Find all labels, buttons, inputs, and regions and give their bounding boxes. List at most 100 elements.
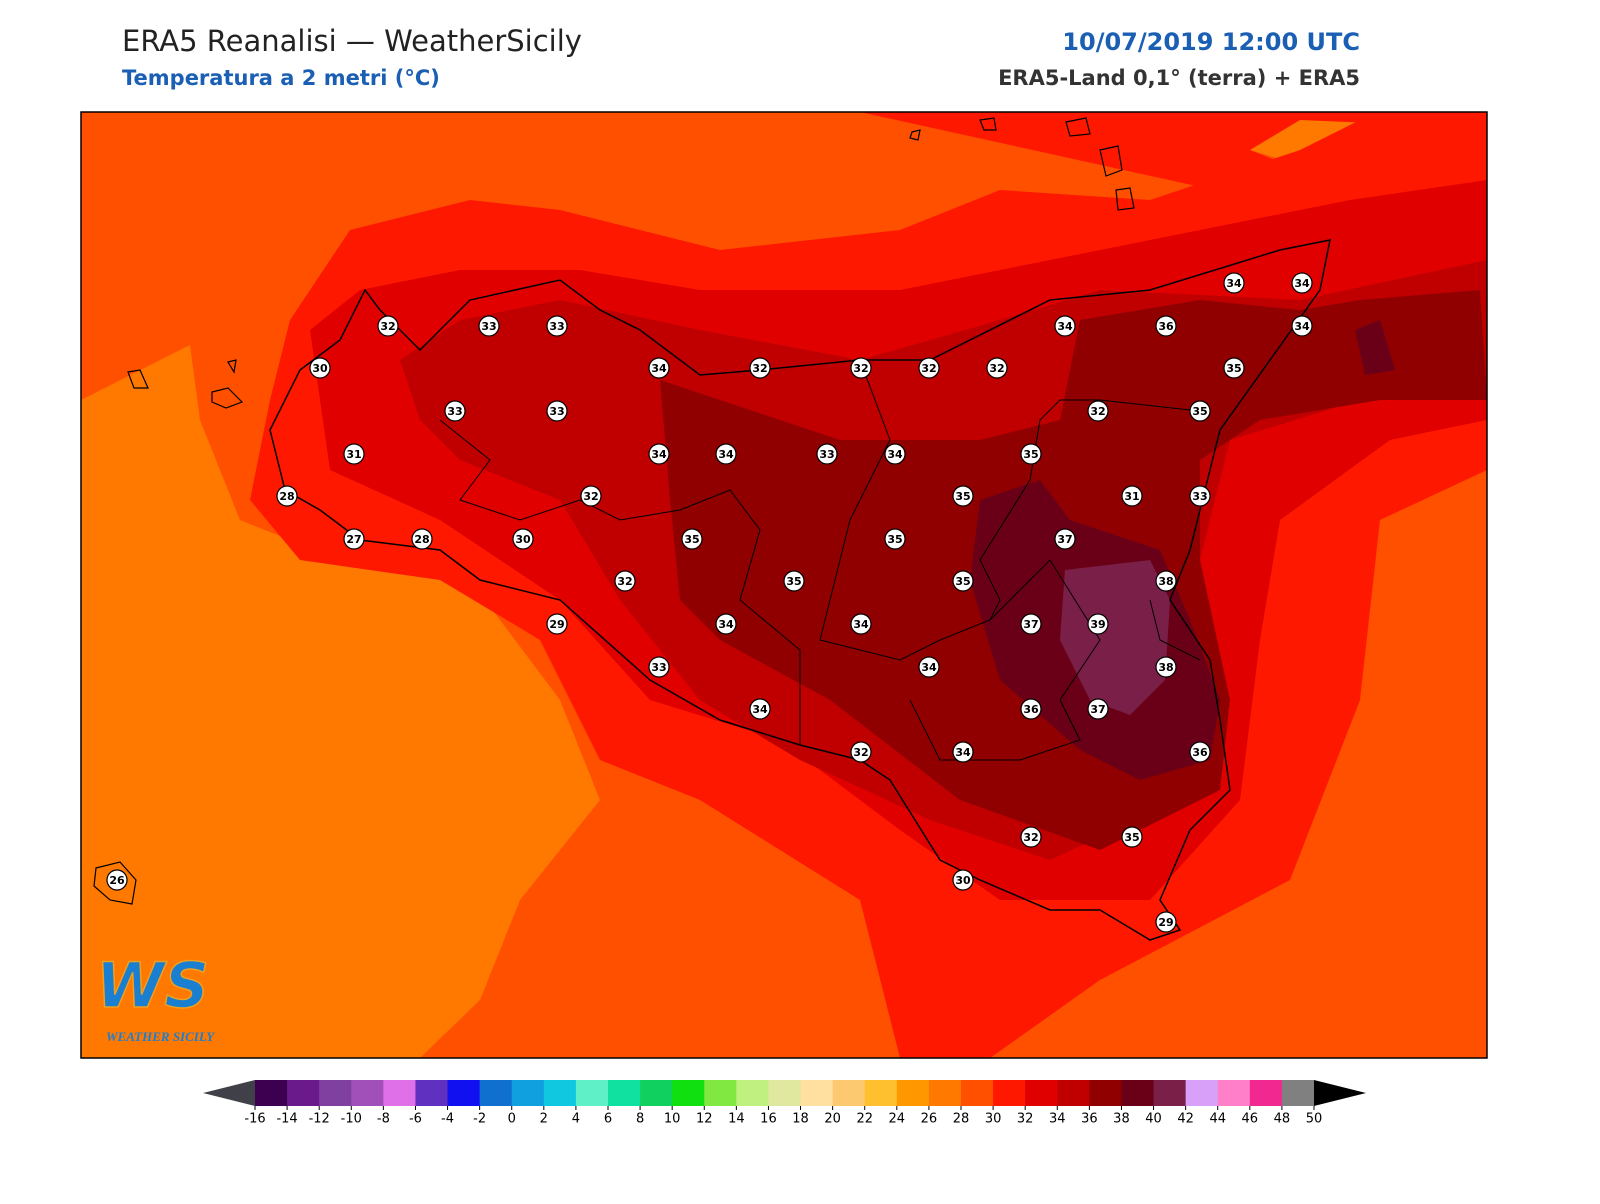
colorbar-tick-label: 28	[953, 1112, 970, 1127]
colorbar-tick-label: 6	[604, 1112, 612, 1127]
colorbar-swatch	[1057, 1080, 1090, 1106]
station: 32	[986, 357, 1008, 379]
station-value: 32	[921, 362, 936, 375]
station-value: 27	[346, 533, 361, 546]
station-marker	[648, 656, 670, 678]
colorbar-swatch	[511, 1080, 545, 1106]
colorbar-tick-label: 42	[1177, 1112, 1194, 1127]
station-value: 35	[684, 533, 699, 546]
colorbar-swatch	[1185, 1080, 1219, 1106]
colorbar-swatch	[993, 1080, 1026, 1106]
station: 37	[1054, 528, 1076, 550]
colorbar-swatch	[736, 1080, 769, 1106]
station-marker	[986, 357, 1008, 379]
colorbar-tick-label: -16	[244, 1112, 265, 1127]
station-marker	[783, 570, 805, 592]
station-value: 32	[617, 575, 632, 588]
station-marker	[1020, 698, 1042, 720]
station: 30	[309, 357, 331, 379]
station: 35	[783, 570, 805, 592]
colorbar-tick-label: 10	[664, 1112, 681, 1127]
colorbar-tick-label: 14	[728, 1112, 745, 1127]
colorbar-swatch	[928, 1080, 962, 1106]
station-value: 34	[1294, 277, 1310, 290]
station: 31	[1121, 485, 1143, 507]
station-marker	[377, 315, 399, 337]
station: 35	[952, 570, 974, 592]
colorbar-under	[203, 1080, 255, 1106]
stations: 34 34 32 33 33 34 36 34 30 34 32 32 32 32 35 33 33 32 35 31…	[106, 272, 1313, 933]
station-value: 34	[921, 661, 937, 674]
station: 34	[1291, 272, 1313, 294]
station-value: 35	[1226, 362, 1241, 375]
station: 34	[952, 741, 974, 763]
station: 26	[106, 869, 128, 891]
station: 35	[681, 528, 703, 550]
colorbar-swatch	[383, 1080, 416, 1106]
station-value: 29	[549, 618, 564, 631]
station-marker	[1054, 315, 1076, 337]
station-value: 37	[1023, 618, 1038, 631]
station-marker	[444, 400, 466, 422]
station-value: 32	[853, 362, 868, 375]
colorbar-swatch	[575, 1080, 609, 1106]
station: 36	[1155, 315, 1177, 337]
colorbar-tick-label: 20	[824, 1112, 841, 1127]
colorbar-swatch	[704, 1080, 737, 1106]
colorbar-tick-label: 22	[856, 1112, 873, 1127]
station-marker	[884, 528, 906, 550]
station: 29	[1155, 911, 1177, 933]
station-marker	[1020, 443, 1042, 465]
station-marker	[749, 357, 771, 379]
station-marker	[850, 613, 872, 635]
station-value: 34	[718, 618, 734, 631]
station: 33	[444, 400, 466, 422]
station-marker	[1020, 826, 1042, 848]
colorbar-tick-label: 34	[1049, 1112, 1066, 1127]
station-value: 36	[1192, 746, 1208, 759]
station-marker	[850, 741, 872, 763]
station: 34	[884, 443, 906, 465]
station-value: 33	[549, 320, 564, 333]
station-value: 34	[955, 746, 971, 759]
station: 28	[276, 485, 298, 507]
station-marker	[614, 570, 636, 592]
station-marker	[1087, 698, 1109, 720]
station-value: 31	[1124, 490, 1139, 503]
contour	[1060, 560, 1170, 715]
station-value: 30	[312, 362, 328, 375]
station-marker	[276, 485, 298, 507]
station-value: 32	[853, 746, 868, 759]
station-marker	[343, 443, 365, 465]
colorbar-tick-label: 44	[1209, 1112, 1226, 1127]
station: 34	[648, 443, 670, 465]
station-value: 35	[887, 533, 902, 546]
colorbar-tick-label: 36	[1081, 1112, 1098, 1127]
station-marker	[411, 528, 433, 550]
station-value: 34	[887, 448, 903, 461]
colorbar-swatch	[287, 1080, 320, 1106]
station-value: 32	[380, 320, 395, 333]
station-marker	[546, 613, 568, 635]
station: 37	[1087, 698, 1109, 720]
station-value: 35	[786, 575, 801, 588]
station: 31	[343, 443, 365, 465]
station: 33	[816, 443, 838, 465]
station-value: 34	[1294, 320, 1310, 333]
station: 34	[648, 357, 670, 379]
station-marker	[1291, 315, 1313, 337]
station-value: 36	[1158, 320, 1174, 333]
colorbar-swatch	[608, 1080, 641, 1106]
station-value: 33	[1192, 490, 1207, 503]
colorbar-swatch	[640, 1080, 673, 1106]
station-value: 29	[1158, 916, 1173, 929]
colorbar-tick-label: 16	[760, 1112, 777, 1127]
station-value: 35	[955, 490, 970, 503]
station-value: 32	[1090, 405, 1105, 418]
colorbar-over	[1314, 1080, 1366, 1106]
station-marker	[343, 528, 365, 550]
station-marker	[1189, 741, 1211, 763]
station-marker	[580, 485, 602, 507]
colorbar-swatch	[832, 1080, 866, 1106]
